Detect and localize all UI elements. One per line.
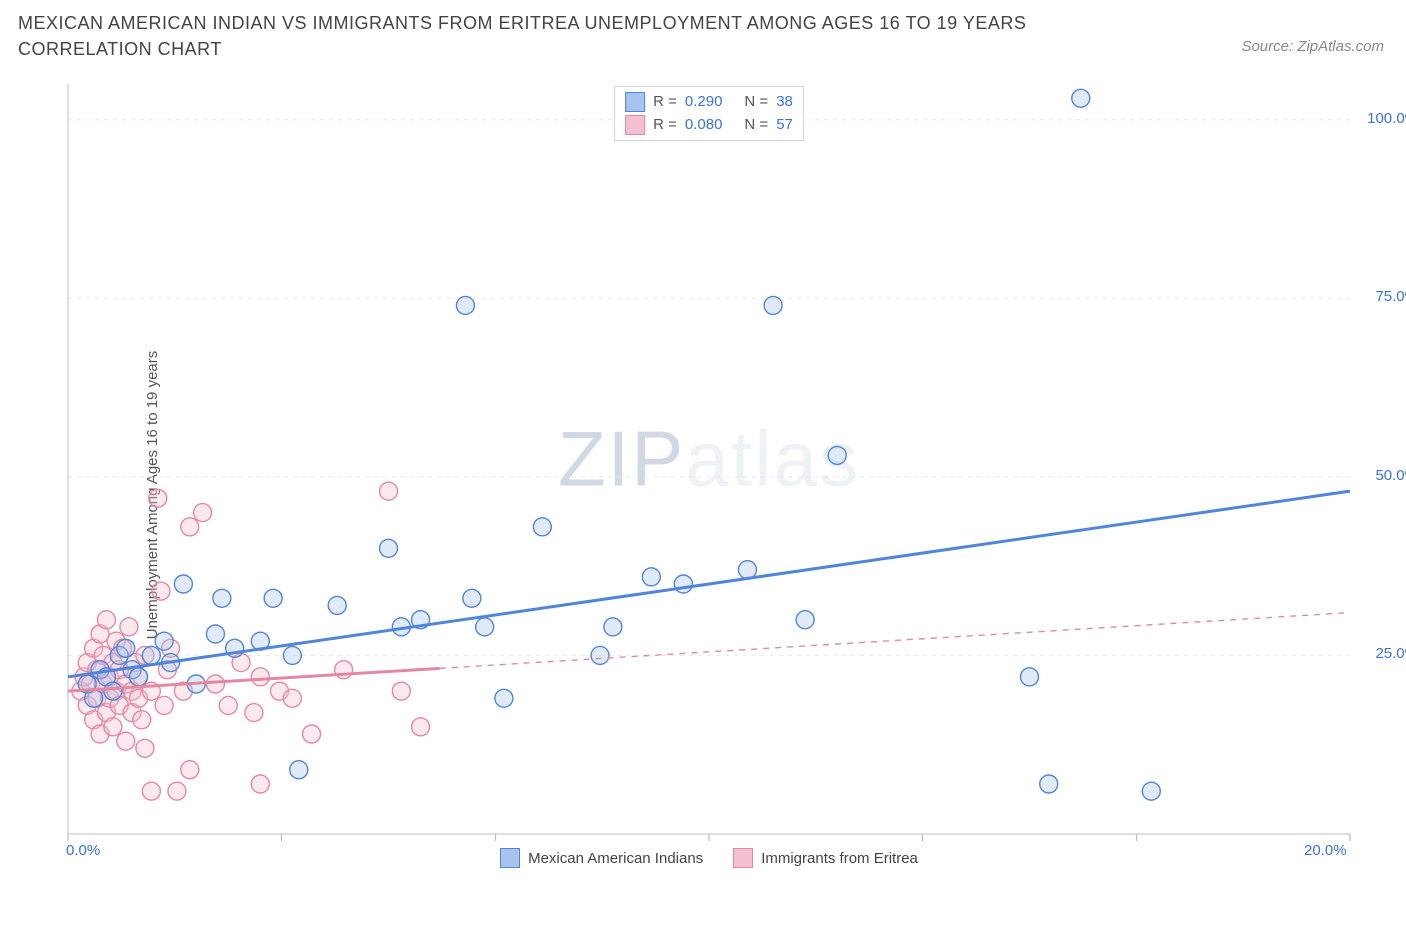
- source-attribution: Source: ZipAtlas.com: [1241, 38, 1384, 55]
- page-title: MEXICAN AMERICAN INDIAN VS IMMIGRANTS FR…: [18, 10, 1118, 62]
- chart-container: Unemployment Among Ages 16 to 19 years Z…: [18, 80, 1388, 910]
- r-label: R =: [653, 114, 677, 137]
- swatch-eritrea: [625, 115, 645, 135]
- swatch-mexican: [625, 92, 645, 112]
- scatter-chart: [64, 80, 1354, 870]
- legend-item-mexican: Mexican American Indians: [500, 848, 703, 868]
- r-value-eritrea: 0.080: [685, 114, 723, 137]
- swatch-eritrea: [733, 848, 753, 868]
- legend-label-eritrea: Immigrants from Eritrea: [761, 850, 918, 867]
- y-tick-label: 50.0%: [1375, 467, 1406, 484]
- legend-row-eritrea: R = 0.080 N = 57: [625, 114, 793, 137]
- n-label: N =: [744, 91, 768, 114]
- swatch-mexican: [500, 848, 520, 868]
- correlation-legend: R = 0.290 N = 38 R = 0.080 N = 57: [614, 86, 804, 141]
- legend-item-eritrea: Immigrants from Eritrea: [733, 848, 918, 868]
- plot-area: ZIPatlas R = 0.290 N = 38 R = 0.080 N = …: [64, 80, 1354, 870]
- legend-label-mexican: Mexican American Indians: [528, 850, 703, 867]
- legend-row-mexican: R = 0.290 N = 38: [625, 91, 793, 114]
- n-value-mexican: 38: [776, 91, 793, 114]
- y-tick-label: 75.0%: [1375, 288, 1406, 305]
- y-tick-label: 25.0%: [1375, 645, 1406, 662]
- r-label: R =: [653, 91, 677, 114]
- y-tick-label: 100.0%: [1367, 110, 1406, 127]
- series-legend: Mexican American Indians Immigrants from…: [64, 848, 1354, 868]
- n-value-eritrea: 57: [776, 114, 793, 137]
- y-tick-labels: 25.0% 50.0% 75.0% 100.0%: [1358, 80, 1406, 870]
- r-value-mexican: 0.290: [685, 91, 723, 114]
- n-label: N =: [744, 114, 768, 137]
